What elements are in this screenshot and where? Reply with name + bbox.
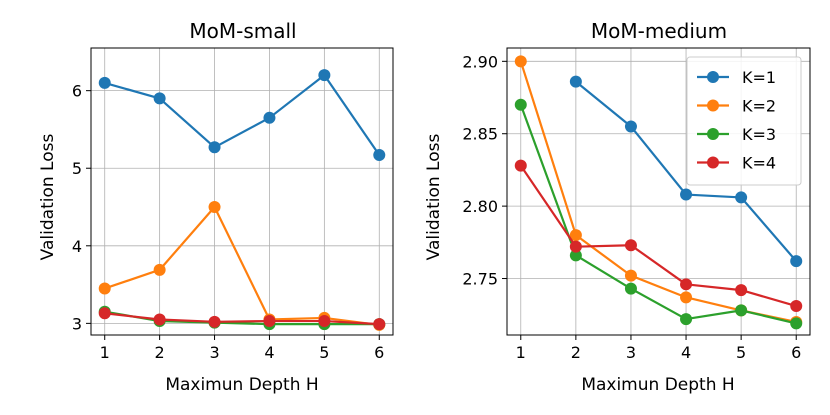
x-tick-label: 3 [209, 343, 219, 362]
data-point-k2 [514, 55, 527, 68]
x-tick-label: 2 [155, 343, 165, 362]
data-point-k1 [624, 120, 637, 133]
data-point-k1 [263, 111, 276, 124]
data-point-k1 [98, 76, 111, 89]
x-tick-label: 6 [791, 343, 801, 362]
data-point-k4 [318, 315, 331, 328]
legend-marker-k3 [707, 128, 719, 140]
data-point-k4 [263, 315, 276, 328]
data-point-k2 [208, 201, 221, 214]
data-point-k1 [318, 69, 331, 82]
y-tick-label: 3 [72, 314, 82, 333]
data-point-k4 [624, 239, 637, 252]
y-tick-label: 2.75 [462, 270, 498, 289]
series-line-k1 [104, 74, 381, 156]
x-tick-label: 4 [681, 343, 691, 362]
x-axis-label: Maximun Depth H [165, 375, 318, 395]
data-point-k3 [790, 317, 803, 330]
x-tick-label: 3 [626, 343, 636, 362]
data-point-k1 [208, 141, 221, 154]
legend-marker-k2 [707, 99, 719, 112]
data-point-k1 [680, 188, 693, 201]
x-tick-label: 4 [264, 343, 274, 362]
data-point-k1 [735, 191, 748, 204]
axes-frame [506, 47, 811, 336]
chart-title: MoM-medium [591, 19, 727, 43]
y-tick-label: 2.85 [462, 125, 498, 144]
data-point-k4 [373, 318, 386, 331]
data-point-k1 [153, 92, 166, 105]
data-point-k2 [98, 282, 111, 295]
series-line-k2 [104, 205, 380, 327]
y-axis-label: Validation Loss [38, 134, 58, 261]
data-point-k4 [569, 240, 582, 253]
data-point-k2 [153, 263, 166, 276]
y-tick-label: 4 [72, 237, 82, 256]
data-point-k2 [680, 291, 693, 304]
data-point-k4 [735, 284, 748, 297]
chart-mom-small: MoM-small Validation Loss Maximun Depth … [38, 19, 319, 395]
plot-area-2: 1 2 3 4 5 6 2.75 2.80 2.85 2.90 K=1 K=2 K=3 K=4 [462, 47, 811, 362]
legend: K=1 K=2 K=3 K=4 [686, 56, 802, 186]
data-point-k3 [624, 282, 637, 295]
data-point-k4 [153, 313, 166, 326]
y-axis-label: Validation Loss [424, 134, 444, 261]
x-axis-label: Maximun Depth H [581, 375, 734, 395]
y-tick-label: 2.90 [462, 52, 498, 71]
x-tick-label: 1 [100, 343, 110, 362]
data-point-k3 [569, 249, 582, 262]
legend-label-k4: K=4 [742, 154, 776, 173]
x-tick-label: 6 [374, 343, 384, 362]
data-point-k4 [208, 315, 221, 328]
legend-label-k2: K=2 [742, 97, 776, 116]
data-point-k1 [569, 75, 582, 88]
axes-frame [90, 47, 394, 336]
x-tick-label: 2 [571, 343, 581, 362]
x-tick-label: 5 [319, 343, 329, 362]
legend-label-k3: K=3 [742, 125, 776, 144]
data-point-k3 [514, 98, 527, 111]
legend-label-k1: K=1 [742, 68, 776, 87]
data-point-k4 [98, 307, 111, 320]
data-point-k4 [680, 278, 693, 291]
chart-mom-medium: MoM-medium Validation Loss Maximun Depth… [424, 19, 735, 395]
x-tick-label: 5 [736, 343, 746, 362]
plot-area-1: 1 2 3 4 5 6 3 4 5 6 [72, 47, 394, 362]
chart-title: MoM-small [189, 19, 296, 43]
data-point-k3 [735, 304, 748, 317]
data-point-k4 [790, 300, 803, 313]
y-tick-label: 5 [72, 159, 82, 178]
y-tick-label: 6 [72, 82, 82, 101]
y-tick-label: 2.80 [462, 197, 498, 216]
legend-marker-k1 [707, 71, 719, 83]
legend-box [686, 56, 802, 186]
data-point-k1 [373, 149, 386, 162]
legend-marker-k4 [707, 156, 719, 169]
data-point-k2 [569, 229, 582, 242]
series-line-k3 [519, 104, 797, 325]
series-line-k4 [519, 164, 797, 308]
data-point-k2 [624, 269, 637, 282]
series-line-k4 [104, 312, 380, 326]
data-point-k4 [514, 159, 527, 172]
data-point-k1 [790, 255, 803, 268]
data-point-k3 [680, 313, 693, 326]
x-tick-label: 1 [516, 343, 526, 362]
